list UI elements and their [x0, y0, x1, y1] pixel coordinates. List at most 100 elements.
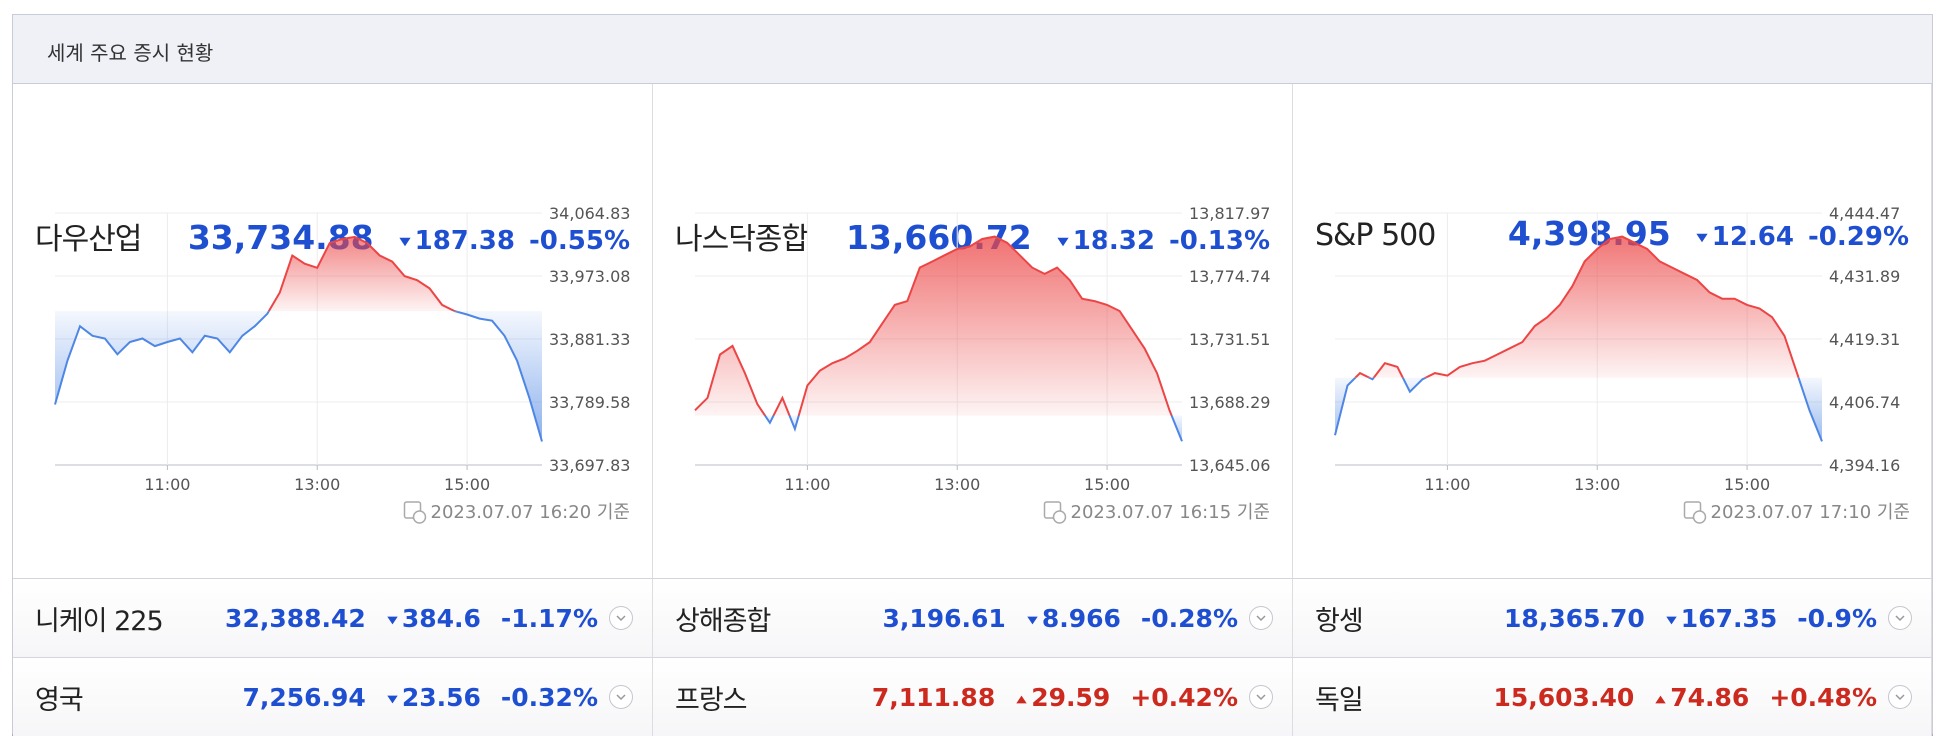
index-chart: 4,394.16 4,406.74 4,419.31 4,431.89 4,444.47… — [1334, 204, 1910, 524]
index-name: S&P 500 — [1315, 218, 1436, 253]
market-price: 7,256.94 — [242, 682, 366, 712]
market-price: 3,196.61 — [882, 603, 1006, 633]
market-row: 항셍 18,365.70 167.35 -0.9% — [1293, 578, 1932, 657]
market-change-pct: +0.48% — [1769, 682, 1877, 712]
market-row: 영국 7,256.94 23.56 -0.32% — [13, 657, 653, 736]
market-name: 프랑스 — [675, 684, 748, 716]
direction-arrow — [1666, 616, 1677, 624]
market-row: 프랑스 7,111.88 29.59 +0.42% — [653, 657, 1293, 736]
market-change-pct: -0.32% — [500, 682, 598, 712]
x-tick-label: 13:00 — [934, 475, 980, 494]
timestamp-icon — [1052, 510, 1067, 524]
index-change: 187.38 — [414, 226, 515, 256]
market-price: 15,603.40 — [1493, 682, 1635, 712]
market-change-pct: -0.9% — [1797, 603, 1877, 633]
market-change-wrap: 23.56 — [386, 683, 481, 712]
index-change-wrap: 18.32 — [1056, 226, 1155, 256]
x-tick-label: 11:00 — [1424, 475, 1470, 494]
widget-title: 세계 주요 증시 현황 — [47, 41, 214, 65]
y-tick-label: 13,688.29 — [1189, 393, 1270, 412]
x-tick-label: 11:00 — [784, 475, 830, 494]
x-tick-label: 13:00 — [1574, 475, 1620, 494]
line-up — [694, 235, 1173, 416]
expand-chevron — [1256, 694, 1266, 701]
market-change-pct: +0.42% — [1130, 682, 1238, 712]
index-change: 12.64 — [1711, 222, 1794, 252]
y-tick-label: 33,973.08 — [549, 267, 630, 286]
market-name: 영국 — [35, 684, 84, 716]
expand-button[interactable] — [1887, 605, 1913, 631]
direction-arrow — [399, 237, 411, 247]
index-change-pct: -0.29% — [1808, 222, 1909, 252]
arrow-shape — [1057, 237, 1069, 247]
market-price: 18,365.70 — [1504, 603, 1645, 633]
index-chart: 13,645.06 13,688.29 13,731.51 13,774.74 13,8… — [694, 204, 1270, 524]
index-chart: 33,697.83 33,789.58 33,881.33 33,973.08 34,0… — [54, 204, 630, 524]
line-down — [1334, 377, 1823, 442]
timestamp-icon — [1692, 510, 1707, 524]
arrow-shape — [387, 616, 398, 624]
index-panel: S&P 500 4,398.95 12.64 -0.29% 4,394.16 4,406.… — [1293, 84, 1932, 578]
area-up — [1335, 236, 1822, 378]
world-markets-widget: 세계 주요 증시 현황 다우산업 33,734.88 187.38 -0.55% 33,… — [12, 14, 1933, 736]
y-tick-label: 4,394.16 — [1829, 456, 1900, 475]
line-up — [267, 235, 459, 312]
market-name: 상해종합 — [675, 605, 771, 637]
y-tick-label: 4,444.47 — [1829, 204, 1900, 223]
timestamp-icon — [1683, 501, 1702, 519]
market-row: 상해종합 3,196.61 8.966 -0.28% — [653, 578, 1293, 657]
expand-button[interactable] — [608, 684, 634, 710]
index-name: 나스닥종합 — [675, 222, 809, 257]
arrow-shape — [387, 695, 398, 703]
expand-button[interactable] — [1887, 684, 1913, 710]
expand-chevron — [1256, 615, 1266, 622]
y-tick-label: 33,789.58 — [549, 393, 630, 412]
market-change: 29.59 — [1031, 682, 1111, 712]
market-change-wrap: 167.35 — [1665, 604, 1777, 633]
market-change-pct: -0.28% — [1140, 603, 1238, 633]
market-change: 384.6 — [401, 603, 481, 633]
arrow-shape — [1655, 695, 1666, 703]
y-tick-label: 4,419.31 — [1829, 330, 1900, 349]
direction-arrow — [1057, 237, 1069, 247]
timestamp-icon — [412, 510, 427, 524]
expand-circle — [1249, 685, 1273, 709]
index-change-pct: -0.13% — [1169, 226, 1270, 256]
expand-button[interactable] — [1248, 605, 1274, 631]
expand-circle — [1888, 606, 1912, 630]
index-header: 다우산업 33,734.88 187.38 -0.55% — [35, 214, 630, 258]
direction-arrow — [387, 616, 398, 624]
x-tick-label: 11:00 — [144, 475, 190, 494]
arrow-shape — [399, 237, 411, 247]
x-tick-label: 15:00 — [1724, 475, 1770, 494]
x-tick-label: 13:00 — [294, 475, 340, 494]
market-price: 32,388.42 — [225, 603, 366, 633]
y-tick-label: 13,817.97 — [1189, 204, 1270, 223]
direction-arrow — [1027, 616, 1038, 624]
area-up — [695, 236, 1172, 416]
expand-chevron — [1895, 694, 1905, 701]
market-price: 7,111.88 — [871, 682, 996, 712]
arrow-shape — [1027, 616, 1038, 624]
y-tick-label: 4,406.74 — [1829, 393, 1900, 412]
expand-button[interactable] — [1248, 684, 1274, 710]
x-tick-label: 15:00 — [444, 475, 490, 494]
y-tick-label: 33,881.33 — [549, 330, 630, 349]
market-change: 167.35 — [1680, 603, 1778, 633]
timestamp-icon — [403, 501, 422, 519]
direction-arrow — [387, 695, 398, 703]
expand-button[interactable] — [608, 605, 634, 631]
index-change-wrap: 12.64 — [1695, 222, 1794, 252]
y-tick-label: 13,731.51 — [1189, 330, 1270, 349]
y-tick-label: 4,431.89 — [1829, 267, 1900, 286]
market-row: 니케이 225 32,388.42 384.6 -1.17% — [13, 578, 653, 657]
timestamp-icon — [1043, 501, 1062, 519]
direction-arrow — [1016, 695, 1027, 703]
expand-circle — [1249, 606, 1273, 630]
x-tick-label: 15:00 — [1084, 475, 1130, 494]
index-panel: 나스닥종합 13,660.72 18.32 -0.13% 13,645.06 13,688… — [653, 84, 1293, 578]
market-change-wrap: 74.86 — [1654, 683, 1749, 712]
expand-chevron — [616, 615, 626, 622]
index-change-pct: -0.55% — [529, 226, 630, 256]
